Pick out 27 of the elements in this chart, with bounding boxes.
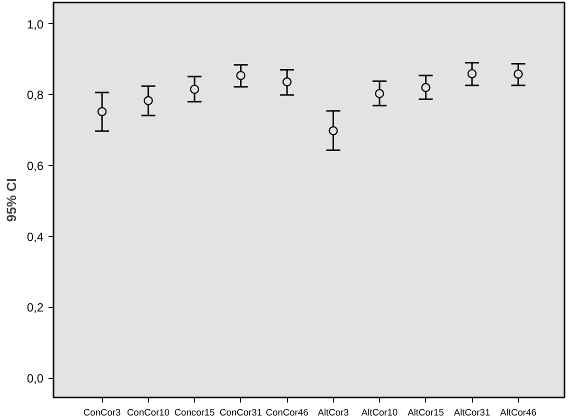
point	[374, 88, 384, 98]
point	[514, 69, 523, 79]
x-tick-label: AltCor10	[361, 408, 398, 418]
y-tick-label: 1,0	[26, 17, 44, 32]
point	[236, 70, 246, 80]
point	[421, 82, 430, 92]
x-tick-label: ConCor10	[127, 408, 170, 418]
y-tick-label: 0,2	[26, 300, 44, 315]
point	[328, 126, 338, 136]
point	[97, 107, 107, 116]
point	[144, 96, 153, 106]
x-tick-label: ConCor3	[83, 408, 121, 418]
x-tick-label: Concor15	[174, 408, 215, 418]
x-tick-label: AltCor3	[318, 408, 349, 418]
y-tick-label: 0,0	[26, 372, 44, 386]
x-tick-label: AltCor31	[454, 408, 490, 418]
point	[467, 69, 477, 78]
point	[282, 77, 292, 86]
y-tick-label: 0,8	[26, 88, 44, 102]
x-tick-label: AltCor15	[408, 408, 444, 418]
point	[190, 84, 200, 94]
x-tick-label: ConCor31	[220, 408, 262, 418]
y-axis-title: 95% CI	[4, 178, 19, 222]
y-tick-label: 0,4	[26, 230, 44, 244]
y-tick-label: 0,6	[26, 158, 44, 173]
x-tick-label: ConCor46	[266, 408, 308, 418]
x-tick-label: AltCor46	[500, 408, 536, 418]
